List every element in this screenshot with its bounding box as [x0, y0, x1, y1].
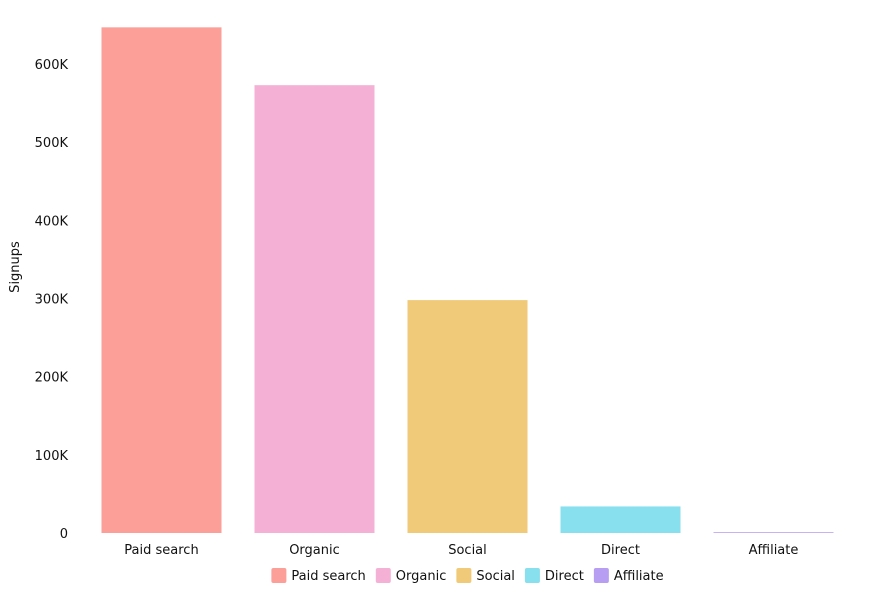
legend-swatch: [271, 568, 287, 583]
legend: Paid search Organic Social Direct Affiliate: [271, 568, 664, 584]
legend-item-paid-search[interactable]: Paid search: [271, 568, 366, 584]
x-tick-label: Organic: [289, 543, 340, 558]
legend-label: Affiliate: [614, 569, 664, 584]
bar-affiliate[interactable]: [713, 532, 834, 533]
bar-direct[interactable]: [560, 506, 681, 533]
y-tick-label: 300K: [35, 293, 69, 308]
legend-swatch: [593, 568, 609, 583]
y-axis-ticks: 0 100K 200K 300K 400K 500K 600K: [35, 58, 69, 542]
legend-label: Direct: [545, 569, 584, 584]
legend-label: Organic: [396, 569, 447, 584]
legend-label: Social: [476, 569, 515, 584]
y-tick-label: 100K: [35, 449, 69, 464]
y-tick-label: 0: [60, 527, 68, 542]
bar-organic[interactable]: [254, 85, 375, 533]
y-tick-label: 500K: [35, 136, 69, 151]
legend-item-social[interactable]: Social: [456, 568, 515, 584]
y-tick-label: 600K: [35, 58, 69, 73]
bar-paid-search[interactable]: [101, 27, 222, 534]
x-tick-label: Paid search: [124, 543, 198, 558]
x-tick-label: Affiliate: [749, 543, 799, 558]
legend-item-organic[interactable]: Organic: [375, 568, 447, 584]
legend-swatch: [375, 568, 391, 583]
legend-item-affiliate[interactable]: Affiliate: [593, 568, 664, 584]
x-axis-ticks: Paid search Organic Social Direct Affiliate: [124, 543, 798, 558]
x-tick-label: Direct: [601, 543, 640, 558]
bar-social[interactable]: [407, 300, 528, 533]
legend-label: Paid search: [291, 569, 365, 584]
legend-swatch: [524, 568, 540, 583]
y-axis-title: Signups: [8, 241, 23, 293]
legend-item-direct[interactable]: Direct: [524, 568, 584, 584]
legend-swatch: [456, 568, 472, 583]
bars: [101, 27, 834, 534]
y-tick-label: 400K: [35, 214, 69, 229]
x-tick-label: Social: [448, 543, 487, 558]
y-tick-label: 200K: [35, 371, 69, 386]
